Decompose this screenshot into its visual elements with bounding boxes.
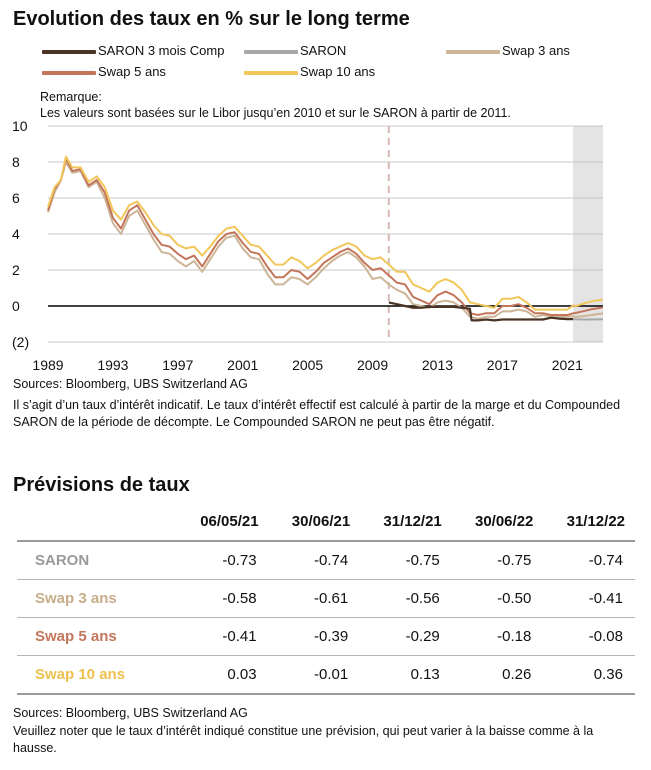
- legend-swatch: [446, 50, 500, 54]
- chart-sources: Sources: Bloomberg, UBS Switzerland AG: [13, 377, 248, 391]
- row-label-swap3: Swap 3 ans: [17, 579, 177, 618]
- forecast-sources: Sources: Bloomberg, UBS Switzerland AG: [13, 706, 248, 720]
- row-label-swap10: Swap 10 ans: [17, 655, 177, 695]
- table-cell: -0.75: [360, 540, 452, 580]
- forecast-header-row: 06/05/21 30/06/21 31/12/21 30/06/22 31/1…: [17, 512, 635, 541]
- x-tick-label: 1993: [97, 357, 128, 373]
- table-cell: -0.18: [451, 617, 544, 656]
- y-tick-label: 6: [12, 190, 20, 206]
- row-label-saron: SARON: [17, 540, 177, 580]
- chart-title: Evolution des taux en % sur le long term…: [13, 8, 410, 30]
- legend-label: Swap 3 ans: [502, 43, 570, 58]
- table-cell: -0.74: [543, 540, 635, 580]
- table-cell: 0.13: [360, 655, 452, 695]
- y-tick-label: 8: [12, 154, 20, 170]
- x-tick-label: 1997: [162, 357, 193, 373]
- legend-label: Swap 10 ans: [300, 64, 376, 79]
- forecast-header-date: 31/12/22: [566, 512, 625, 530]
- chart-footnote: Il s’agit d’un taux d’intérêt indicatif.…: [13, 398, 621, 429]
- table-cell: -0.75: [451, 540, 544, 580]
- table-row: Swap 3 ans -0.58 -0.61 -0.56 -0.50 -0.41: [17, 579, 635, 618]
- table-cell: -0.08: [543, 617, 635, 656]
- y-tick-label: 0: [12, 298, 20, 314]
- forecast-disclaimer: Veuillez noter que le taux d’intérêt ind…: [13, 724, 594, 755]
- table-cell: -0.56: [360, 579, 452, 618]
- legend-swatch: [42, 71, 96, 75]
- table-row: SARON -0.73 -0.74 -0.75 -0.75 -0.74: [17, 540, 635, 580]
- x-tick-label: 2017: [487, 357, 518, 373]
- table-cell: -0.41: [543, 579, 635, 618]
- legend-swatch: [42, 50, 96, 54]
- rate-chart: 10 8 6 4 2 0 (2)1989 1993 1997 2001 2005 2009 2013 20…: [12, 120, 604, 373]
- table-cell: -0.41: [177, 617, 269, 656]
- table-cell: -0.61: [268, 579, 361, 618]
- table-cell: 0.26: [451, 655, 544, 695]
- table-cell: -0.01: [268, 655, 361, 695]
- remark-text: Les valeurs sont basées sur le Libor jus…: [40, 106, 511, 120]
- forecast-header-date: 30/06/22: [474, 512, 534, 530]
- table-cell: -0.29: [360, 617, 452, 656]
- forecast-header-date: 30/06/21: [291, 512, 351, 530]
- x-tick-label: 2013: [422, 357, 453, 373]
- x-tick-label: 2021: [552, 357, 583, 373]
- table-row: Swap 10 ans 0.03 -0.01 0.13 0.26 0.36: [17, 655, 635, 695]
- table-row: Swap 5 ans -0.41 -0.39 -0.29 -0.18 -0.08: [17, 617, 635, 656]
- series-line: [47, 157, 604, 316]
- y-tick-label: 10: [12, 120, 28, 134]
- legend-swatch: [244, 71, 298, 75]
- forecast-title: Prévisions de taux: [13, 474, 190, 496]
- legend-swatch: [244, 50, 298, 54]
- y-tick-label: (2): [12, 334, 29, 350]
- forecast-header-date: 06/05/21: [200, 512, 259, 530]
- series-line: [47, 161, 604, 320]
- series-line: [388, 301, 573, 322]
- x-tick-label: 2005: [292, 357, 323, 373]
- legend-label: SARON: [300, 43, 347, 58]
- table-cell: -0.74: [268, 540, 361, 580]
- y-tick-label: 2: [12, 262, 20, 278]
- forecast-table: 06/05/21 30/06/21 31/12/21 30/06/22 31/1…: [17, 512, 635, 695]
- forecast-header-date: 31/12/21: [383, 512, 442, 530]
- table-cell: -0.50: [451, 579, 544, 618]
- x-tick-label: 2001: [227, 357, 258, 373]
- legend-label: Swap 5 ans: [98, 64, 166, 79]
- table-cell: -0.39: [268, 617, 361, 656]
- table-cell: -0.73: [177, 540, 269, 580]
- x-tick-label: 1989: [32, 357, 63, 373]
- table-cell: -0.58: [177, 579, 269, 618]
- remark-heading: Remarque:: [40, 90, 102, 104]
- forecast-corner: [17, 512, 177, 541]
- table-cell: 0.36: [543, 655, 635, 695]
- series-line: [47, 155, 604, 311]
- x-tick-label: 2009: [357, 357, 388, 373]
- table-cell: 0.03: [177, 655, 269, 695]
- legend-label: SARON 3 mois Comp: [98, 43, 225, 58]
- y-tick-label: 4: [12, 226, 20, 242]
- row-label-swap5: Swap 5 ans: [17, 617, 177, 656]
